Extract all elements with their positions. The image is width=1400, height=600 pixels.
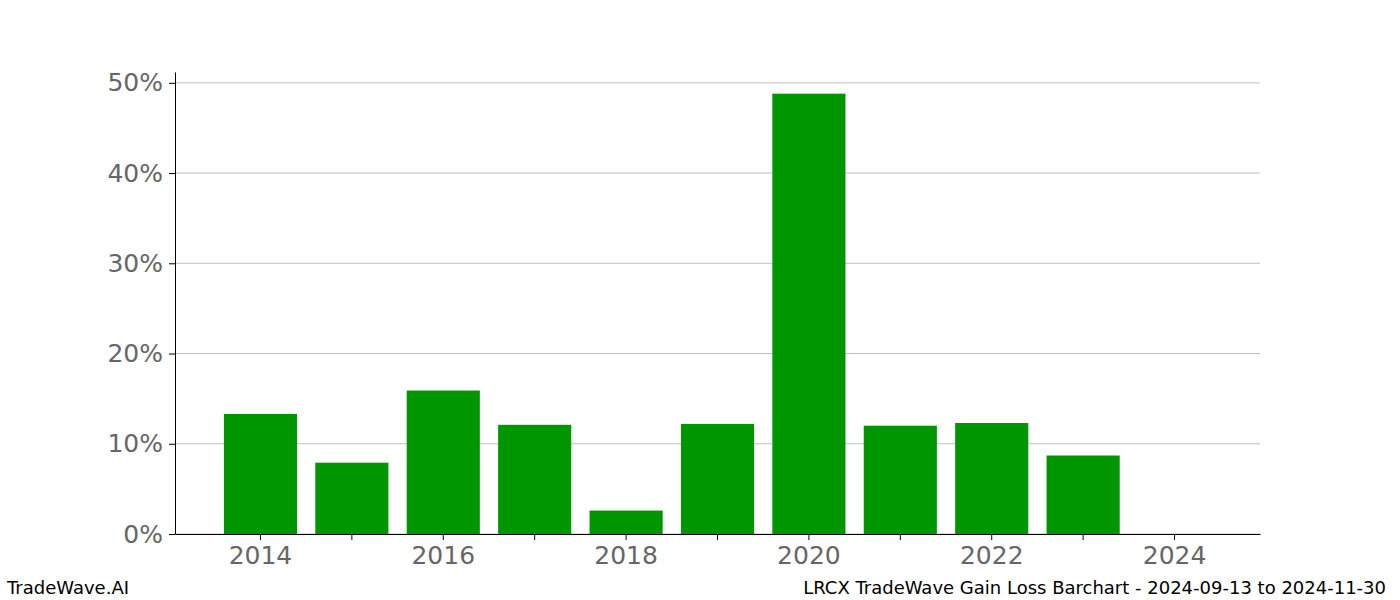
- y-tick-label: 30%: [107, 249, 163, 278]
- y-tick-mark: [169, 83, 175, 84]
- y-tick: 20%: [107, 339, 175, 368]
- bar: [315, 463, 388, 534]
- bar: [498, 425, 571, 534]
- bar: [955, 423, 1028, 534]
- title: LRCX TradeWave Gain Loss Barchart - 2024…: [803, 577, 1386, 598]
- x-tick: [534, 534, 535, 540]
- x-tick-mark: [1174, 534, 1175, 540]
- x-tick-mark: [260, 534, 261, 540]
- x-tick-mark: [443, 534, 444, 540]
- y-axis: 0% 10% 20% 30% 40% 50%: [107, 68, 175, 548]
- bar: [590, 511, 663, 534]
- credit: TradeWave.AI: [6, 577, 129, 598]
- y-tick: 30%: [107, 249, 175, 278]
- y-tick: 40%: [107, 159, 175, 188]
- bar: [772, 94, 845, 534]
- y-tick-mark: [169, 173, 175, 174]
- bars: [224, 94, 1120, 534]
- y-tick: 0%: [123, 520, 175, 549]
- x-tick: 2022: [960, 534, 1024, 570]
- x-tick-label: 2022: [960, 541, 1024, 570]
- x-tick-label: 2014: [229, 541, 293, 570]
- bar: [864, 426, 937, 534]
- x-tick-label: 2024: [1143, 541, 1207, 570]
- x-tick-label: 2016: [411, 541, 475, 570]
- bar: [1047, 455, 1120, 534]
- x-tick-label: 2018: [594, 541, 658, 570]
- y-tick-mark: [169, 534, 175, 535]
- x-tick-label: 2020: [777, 541, 841, 570]
- x-tick-mark: [808, 534, 809, 540]
- x-tick-mark: [900, 534, 901, 540]
- x-tick-mark: [351, 534, 352, 540]
- y-tick-mark: [169, 444, 175, 445]
- x-tick: 2018: [594, 534, 658, 570]
- bar: [224, 414, 297, 534]
- x-axis: 2014 2016 2018 2020 2022 2024: [176, 534, 1261, 570]
- y-tick-label: 40%: [107, 159, 163, 188]
- x-tick: 2016: [411, 534, 475, 570]
- grid-line: [175, 353, 1260, 354]
- x-tick: [900, 534, 901, 540]
- bar: [1138, 534, 1211, 535]
- y-tick-mark: [169, 263, 175, 264]
- y-tick-label: 50%: [107, 68, 163, 97]
- x-tick: 2024: [1143, 534, 1207, 570]
- y-tick-label: 10%: [107, 429, 163, 458]
- y-tick: 50%: [107, 68, 175, 97]
- x-tick-mark: [1083, 534, 1084, 540]
- y-tick-label: 20%: [107, 339, 163, 368]
- chart: 0% 10% 20% 30% 40% 50% 2014 2016 2018 2020 2022 202…: [0, 0, 1400, 600]
- grid-line: [175, 173, 1260, 174]
- x-tick-mark: [991, 534, 992, 540]
- y-tick-mark: [169, 354, 175, 355]
- y-tick: 10%: [107, 429, 175, 458]
- bar: [681, 424, 754, 534]
- x-tick: [1083, 534, 1084, 540]
- grid: [175, 83, 1260, 534]
- x-tick-mark: [626, 534, 627, 540]
- x-tick: 2020: [777, 534, 841, 570]
- x-tick: [351, 534, 352, 540]
- y-tick-label: 0%: [123, 520, 163, 549]
- grid-line: [175, 82, 1260, 83]
- x-tick: 2014: [229, 534, 293, 570]
- bar: [407, 391, 480, 534]
- x-tick-mark: [717, 534, 718, 540]
- x-tick-mark: [534, 534, 535, 540]
- y-axis-line: [175, 73, 176, 535]
- grid-line: [175, 263, 1260, 264]
- x-tick: [717, 534, 718, 540]
